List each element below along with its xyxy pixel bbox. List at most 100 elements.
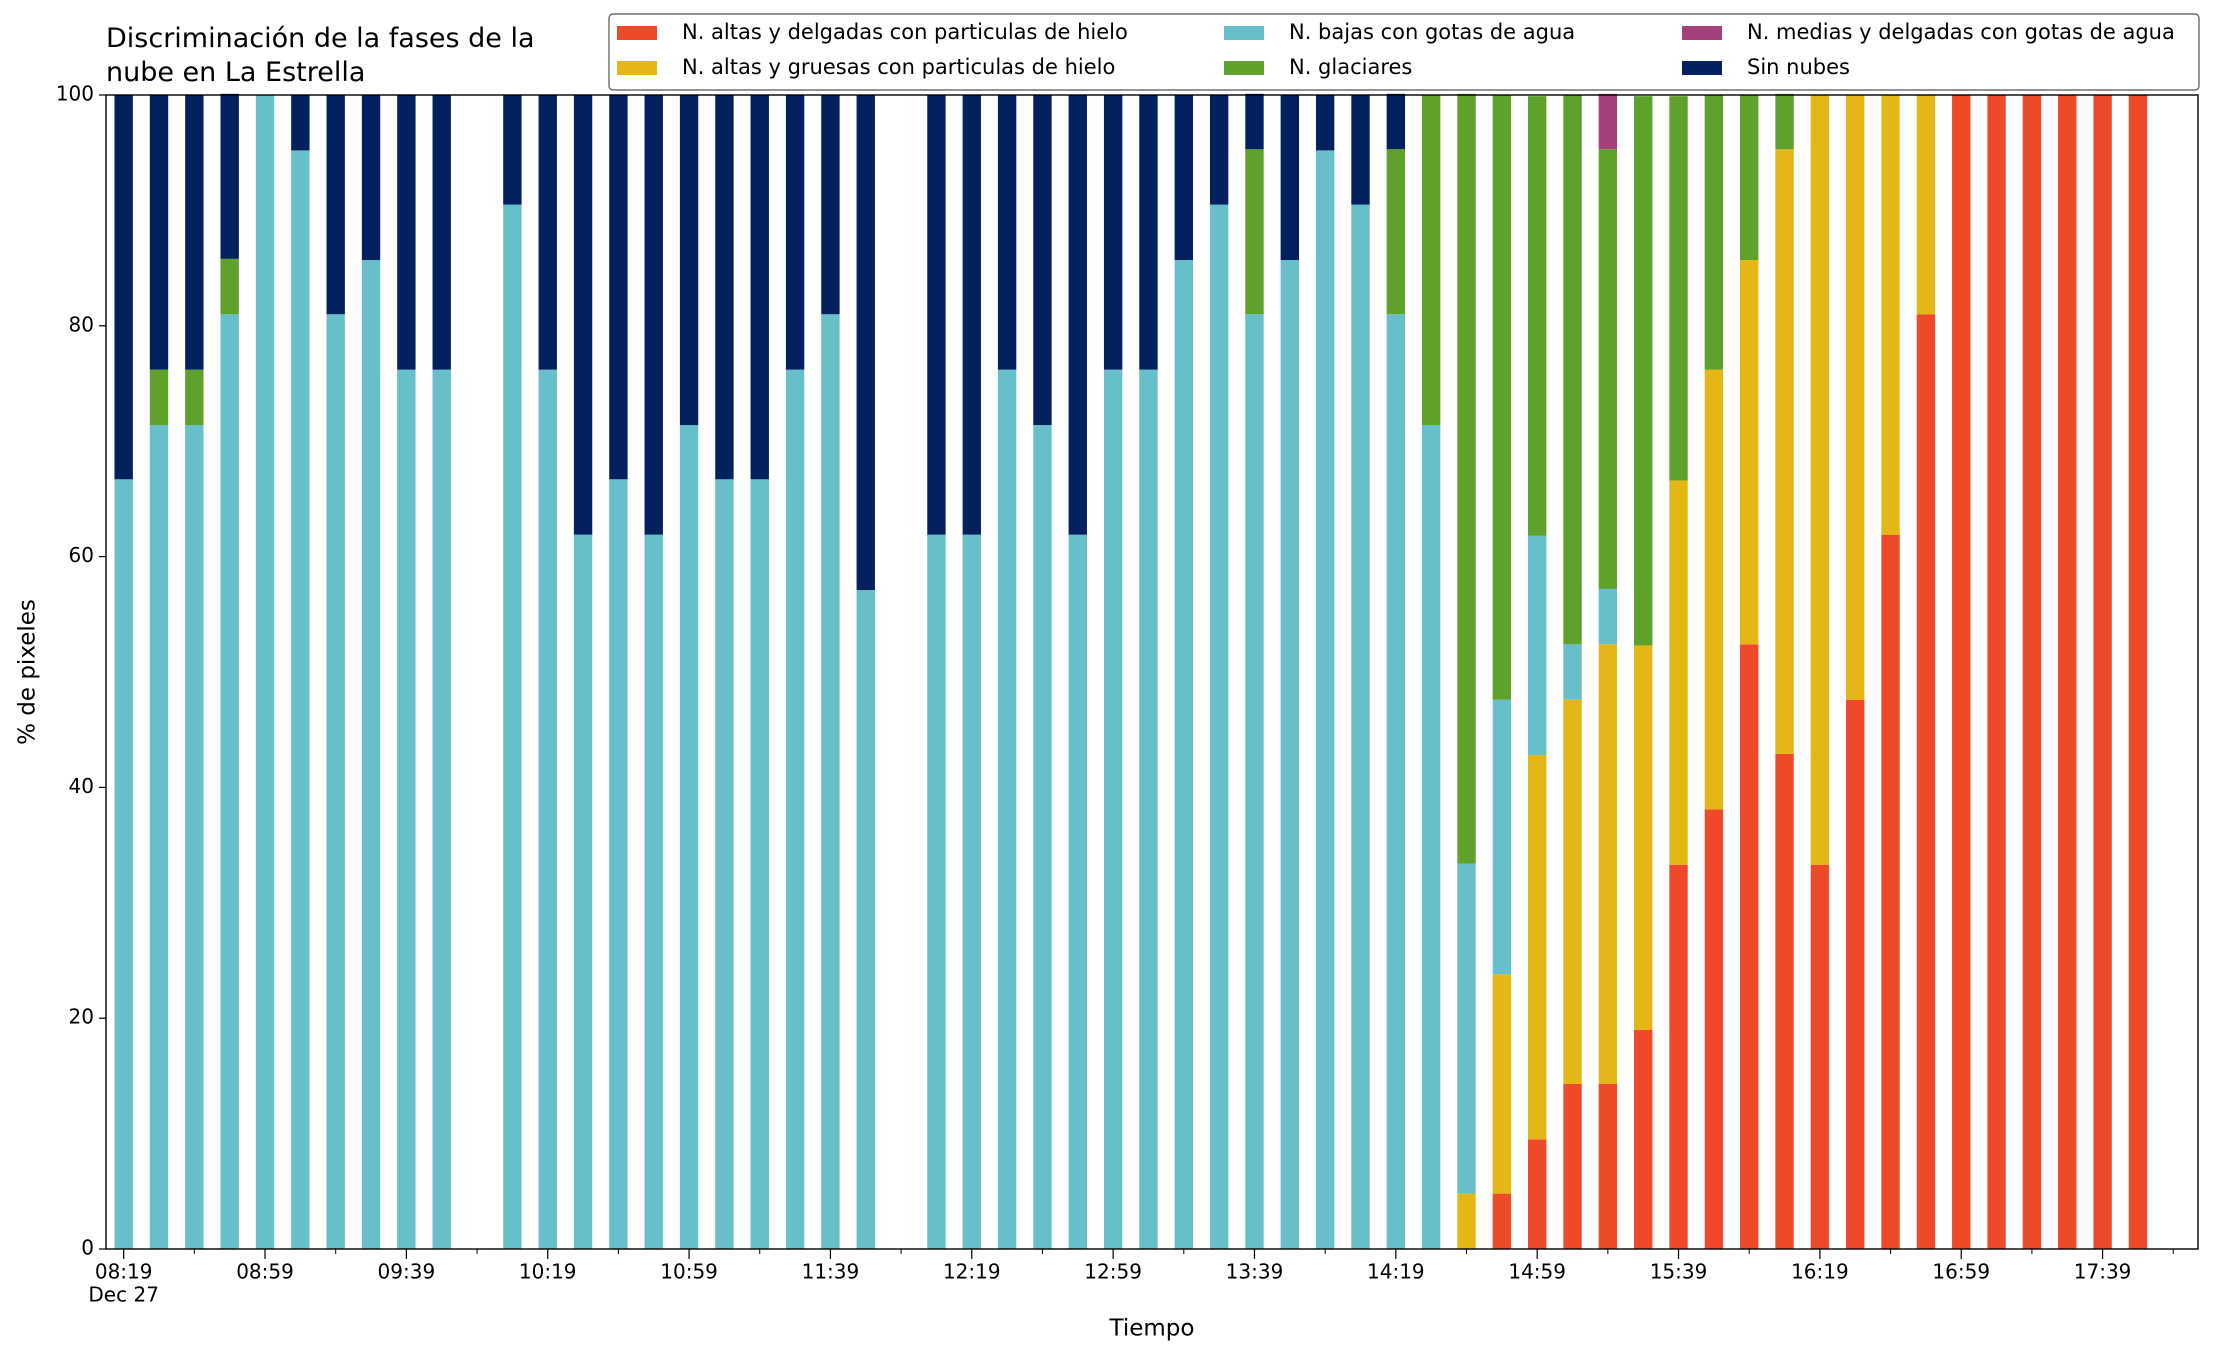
y-tick-label: 0	[81, 1236, 94, 1260]
bar-segment	[503, 95, 522, 205]
x-tick-label: 17:39	[2074, 1260, 2132, 1284]
bar-segment	[1457, 1193, 1476, 1249]
bar-segment	[1598, 588, 1618, 645]
bar-segment	[997, 369, 1017, 1250]
bar-segment	[1775, 149, 1794, 754]
bar-segment	[1740, 644, 1759, 1249]
bar-segment	[1775, 93, 1794, 150]
bar-segment	[1315, 95, 1335, 151]
bar-segment	[1527, 96, 1547, 536]
bar-segment	[326, 95, 345, 315]
bar-segment	[1810, 95, 1830, 865]
bar-segment	[1704, 809, 1724, 1249]
bar-segment	[255, 95, 275, 1249]
bar-segment	[397, 369, 416, 1250]
bar-segment	[1704, 369, 1724, 810]
y-tick-label: 60	[69, 543, 94, 567]
bar-segment	[1527, 535, 1547, 756]
x-axis-label: Tiempo	[1109, 1316, 1195, 1342]
bar-segment	[1351, 95, 1370, 205]
x-tick-label: 14:59	[1508, 1260, 1566, 1284]
bar-segment	[1457, 93, 1476, 864]
x-tick-label: 08:19	[95, 1260, 153, 1284]
bar-segment	[1740, 260, 1759, 645]
bar-segment	[1810, 864, 1830, 1249]
bar-segment	[220, 314, 239, 1249]
bar-segment	[432, 369, 451, 1250]
bar-segment	[609, 479, 628, 1250]
bar-segment	[1634, 645, 1653, 1030]
x-tick-label: 10:19	[519, 1260, 577, 1284]
bar-segment	[1846, 95, 1865, 700]
bar-segment	[1527, 755, 1547, 1140]
bar-segment	[997, 95, 1017, 370]
bar-segment	[538, 95, 557, 370]
legend-label: N. glaciares	[1289, 55, 1412, 79]
bar-segment	[1139, 369, 1158, 1250]
bar-segment	[2128, 95, 2148, 1249]
x-tick-label: 15:39	[1650, 1260, 1708, 1284]
bar-segment	[1139, 95, 1158, 370]
y-tick-label: 20	[69, 1005, 94, 1029]
bar-segment	[715, 95, 734, 480]
bar-segment	[1174, 95, 1193, 261]
legend-swatch	[1682, 26, 1722, 40]
bar-segment	[1033, 95, 1052, 426]
bar-segment	[715, 479, 734, 1250]
bar-segment	[1598, 149, 1618, 589]
x-tick-sublabel: Dec 27	[88, 1283, 159, 1307]
bar-segment	[1987, 95, 2006, 1249]
bar-segment	[149, 95, 169, 370]
bar-segment	[1033, 425, 1052, 1249]
bar-segment	[856, 95, 875, 591]
bar-segment	[785, 95, 805, 370]
bar-segment	[361, 260, 381, 1250]
bar-segment	[1492, 699, 1512, 975]
bar-segment	[1245, 149, 1264, 315]
bar-segment	[1881, 95, 1900, 535]
legend-box	[608, 13, 2200, 91]
bar-segment	[1492, 974, 1512, 1194]
legend-swatch	[617, 26, 657, 40]
bar-segment	[1245, 93, 1264, 150]
legend-label: N. medias y delgadas con gotas de agua	[1747, 20, 2175, 44]
bar-segment	[927, 534, 946, 1249]
bar-segment	[750, 95, 769, 480]
bar-segment	[609, 95, 628, 480]
x-tick-label: 16:59	[1932, 1260, 1990, 1284]
plot-frame	[105, 94, 2199, 1250]
bar-segment	[1634, 1029, 1653, 1249]
bar-segment	[1245, 314, 1264, 1249]
bar-segment	[573, 95, 593, 535]
bar-segment	[2022, 95, 2042, 1249]
bar-segment	[503, 204, 522, 1249]
bar-segment	[538, 369, 557, 1250]
bar-segment	[220, 258, 239, 315]
legend-swatch	[1682, 61, 1722, 75]
bar-segment	[149, 425, 169, 1249]
legend-swatch	[1224, 61, 1264, 75]
y-axis-label: % de pixeles	[15, 599, 41, 745]
legend-swatch	[617, 61, 657, 75]
bar-segment	[1527, 1139, 1547, 1249]
legend-label: N. bajas con gotas de agua	[1289, 20, 1575, 44]
bar-segment	[679, 95, 699, 426]
bar-segment	[185, 425, 204, 1249]
bar-segment	[1669, 96, 1688, 481]
bar-segment	[291, 150, 310, 1250]
bar-segment	[1280, 95, 1300, 261]
bar-segment	[1669, 480, 1688, 865]
legend-label: Sin nubes	[1747, 55, 1850, 79]
bar-segment	[185, 95, 204, 370]
x-tick-label: 13:39	[1226, 1260, 1284, 1284]
bar-segment	[1846, 699, 1865, 1249]
bar-segment	[644, 95, 663, 535]
bar-segment	[291, 95, 310, 151]
bar-segment	[149, 369, 169, 426]
bar-segment	[644, 534, 663, 1249]
bar-segment	[2093, 95, 2112, 1249]
bar-segment	[1634, 96, 1653, 646]
y-tick-label: 40	[69, 774, 94, 798]
bar-segment	[1351, 204, 1370, 1249]
